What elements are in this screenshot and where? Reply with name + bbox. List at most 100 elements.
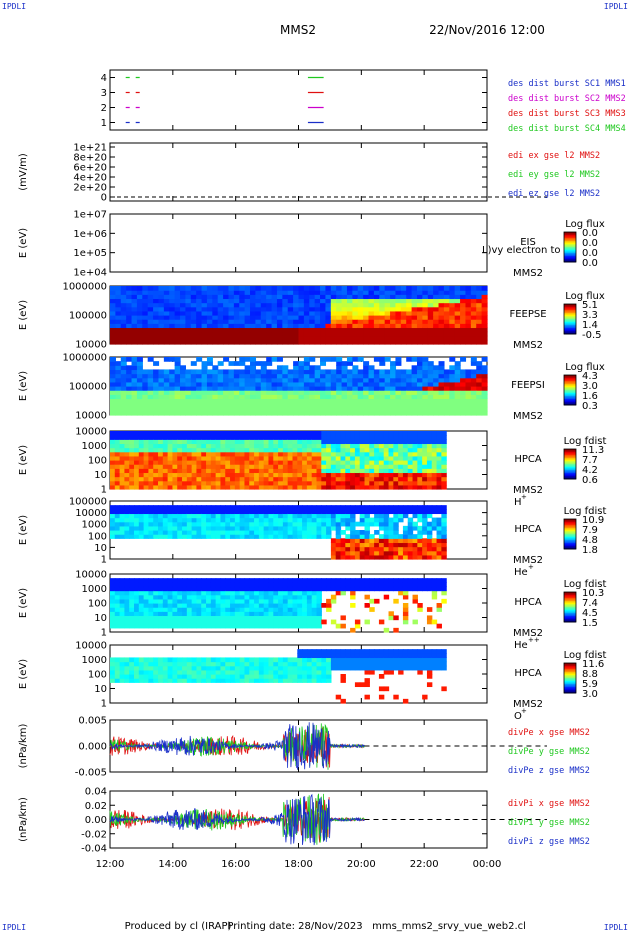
spectrogram-cell	[364, 460, 370, 465]
spectrogram-cell	[293, 302, 300, 308]
spectrogram-cell	[162, 472, 169, 478]
spectrogram-cell	[303, 315, 310, 320]
spectrogram-cell	[346, 373, 353, 379]
spectrogram-cell	[163, 327, 170, 333]
colorbar-swatch	[564, 391, 576, 394]
y-tick-label: 1	[101, 118, 107, 129]
spectrogram-cell	[330, 586, 337, 592]
spectrogram-cell	[212, 410, 219, 416]
spectrogram-cell	[268, 661, 274, 667]
colorbar-swatch	[564, 543, 576, 545]
spectrogram-cell	[153, 310, 160, 316]
spectrogram-cell	[258, 464, 265, 469]
spectrogram-cell	[273, 657, 279, 663]
spectrogram-cell	[374, 530, 380, 535]
spectrogram-cell	[268, 513, 274, 519]
spectrogram-cell	[395, 319, 402, 324]
spectrogram-cell	[115, 373, 122, 379]
spectrogram-cell	[278, 594, 284, 600]
spectrogram-cell	[162, 439, 169, 445]
spectrogram-cell	[206, 455, 212, 461]
spectrogram-cell	[158, 323, 165, 329]
colorbar-swatch	[564, 616, 576, 618]
spectrogram-cell	[268, 615, 274, 621]
spectrogram-cell	[354, 447, 361, 453]
spectrogram-cell	[321, 484, 327, 490]
spectrogram-cell	[476, 306, 483, 312]
spectrogram-cell	[255, 394, 262, 400]
spectrogram-cell	[326, 534, 332, 539]
spectrogram-cell	[143, 509, 150, 515]
spectrogram-cell	[357, 286, 364, 291]
spectrogram-cell	[400, 290, 407, 295]
colorbar-swatch	[564, 605, 576, 608]
spectrogram-cell	[158, 394, 165, 400]
spectrogram-cell	[228, 286, 235, 291]
spectrogram-cell	[126, 369, 133, 375]
spectrogram-cell	[350, 505, 356, 510]
spectrogram-cell	[239, 315, 246, 320]
spectrogram-cell	[297, 521, 303, 527]
spectrogram-cell	[225, 669, 231, 675]
spectrogram-cell	[316, 439, 322, 445]
spectrogram-cell	[255, 306, 262, 312]
spectrogram-cell	[431, 435, 438, 440]
spectrogram-cell	[278, 484, 284, 490]
spectrogram-cell	[131, 302, 138, 308]
spectrogram-cell	[196, 521, 202, 527]
spectrogram-cell	[138, 451, 145, 457]
spectrogram-cell	[191, 578, 198, 583]
spectrogram-cell	[217, 306, 224, 312]
spectrogram-cell	[220, 665, 226, 671]
spectrogram-cell	[148, 607, 154, 612]
spectrogram-cell	[454, 369, 461, 375]
y-tick-label: 1000	[82, 520, 107, 531]
spectrogram-cell	[143, 603, 150, 608]
spectrogram-cell	[158, 390, 165, 395]
spectrogram-cell	[326, 530, 332, 535]
spectrogram-cell	[167, 455, 174, 461]
spectrogram-cell	[258, 619, 265, 625]
spectrogram-cell	[443, 381, 450, 387]
spectrogram-cell	[180, 294, 186, 300]
spectrogram-cell	[398, 460, 404, 465]
spectrogram-cell	[411, 365, 418, 371]
spectrogram-cell	[254, 455, 260, 461]
spectrogram-cell	[330, 517, 337, 523]
spectrogram-cell	[201, 431, 207, 436]
spectrogram-cell	[244, 447, 250, 453]
colorbar-swatch	[564, 236, 576, 239]
spectrogram-cell	[191, 447, 198, 453]
spectrogram-cell	[136, 331, 143, 337]
spectrogram-cell	[263, 578, 270, 583]
y-tick-label: 10000	[75, 570, 107, 581]
spectrogram-cell	[341, 339, 348, 345]
spectrogram-cell	[390, 331, 397, 337]
spectrogram-cell	[330, 302, 337, 308]
spectrogram-cell	[230, 464, 236, 469]
spectrogram-cell	[282, 365, 289, 371]
colorbar-value: 4.8	[582, 535, 598, 546]
spectrogram-cell	[114, 484, 121, 490]
spectrogram-cell	[476, 331, 483, 337]
spectrogram-cell	[177, 615, 183, 621]
spectrogram-cell	[303, 373, 310, 379]
spectrogram-cell	[129, 582, 135, 588]
spectrogram-cell	[449, 319, 456, 324]
spectrogram-cell	[263, 534, 270, 539]
spectrogram-cell	[182, 447, 188, 453]
spectrogram-cell	[225, 611, 231, 617]
spectrogram-cell	[438, 373, 445, 379]
spectrogram-cell	[441, 480, 447, 486]
spectrogram-cell	[215, 611, 222, 617]
spectrogram-cell	[136, 357, 143, 362]
spectrogram-cell	[326, 439, 332, 445]
spectrogram-cell	[449, 373, 456, 379]
spectrogram-cell	[335, 590, 342, 596]
spectrogram-cell	[239, 386, 246, 391]
spectrogram-cell	[255, 331, 262, 337]
spectrogram-cell	[321, 468, 327, 474]
spectrogram-cell	[129, 607, 135, 612]
spectrogram-cell	[364, 669, 370, 675]
spectrogram-cell	[172, 669, 178, 675]
